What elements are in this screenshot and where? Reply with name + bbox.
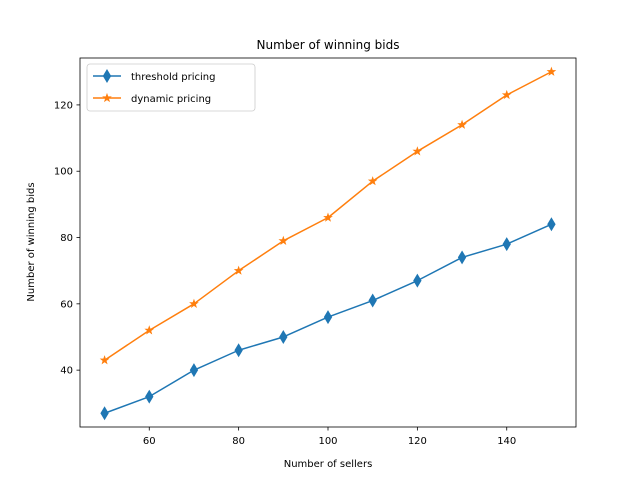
- data-point-series-2: [233, 265, 244, 275]
- data-point-series-1: [457, 250, 467, 265]
- data-point-series-2: [546, 66, 557, 76]
- y-axis-label: Number of winning bids: [26, 182, 37, 301]
- data-point-series-1: [547, 217, 556, 232]
- data-point-series-2: [278, 235, 289, 245]
- legend-label: threshold pricing: [131, 72, 215, 83]
- legend-label: dynamic pricing: [131, 94, 211, 105]
- legend-marker: [102, 92, 112, 103]
- data-point-series-2: [144, 325, 155, 335]
- legend-marker: [102, 69, 112, 83]
- data-point-series-2: [501, 89, 512, 100]
- y-tick-label: 100: [54, 167, 73, 178]
- x-tick-label: 60: [143, 436, 156, 447]
- x-tick-label: 100: [318, 436, 337, 447]
- x-axis-label: Number of sellers: [284, 459, 373, 470]
- plot-area: 60 80 100 120 140 40 60 80 100 120 threshold prici…: [54, 57, 577, 447]
- data-point-series-1: [323, 310, 333, 325]
- data-point-series-1: [502, 237, 511, 252]
- y-tick-label: 40: [60, 366, 73, 377]
- data-point-series-1: [234, 343, 243, 358]
- data-point-series-1: [413, 273, 422, 288]
- data-point-series-1: [368, 293, 377, 308]
- data-point-series-2: [457, 119, 467, 129]
- y-tick-label: 60: [60, 299, 73, 310]
- data-point-series-2: [189, 298, 199, 308]
- legend-box: [86, 63, 256, 112]
- data-point-series-1: [279, 330, 288, 344]
- y-tick-label: 80: [60, 233, 73, 244]
- data-point-series-1: [145, 389, 154, 404]
- x-tick-label: 80: [232, 436, 245, 447]
- data-point-series-2: [323, 212, 333, 222]
- x-tick-label: 140: [497, 436, 516, 447]
- data-point-series-2: [367, 176, 378, 186]
- x-tick-label: 120: [408, 436, 427, 447]
- data-point-series-2: [99, 355, 110, 365]
- data-point-series-1: [100, 406, 109, 421]
- chart-title: Number of winning bids: [257, 38, 400, 52]
- y-tick-label: 120: [54, 100, 73, 111]
- data-point-series-2: [412, 146, 423, 156]
- data-point-series-1: [189, 363, 199, 378]
